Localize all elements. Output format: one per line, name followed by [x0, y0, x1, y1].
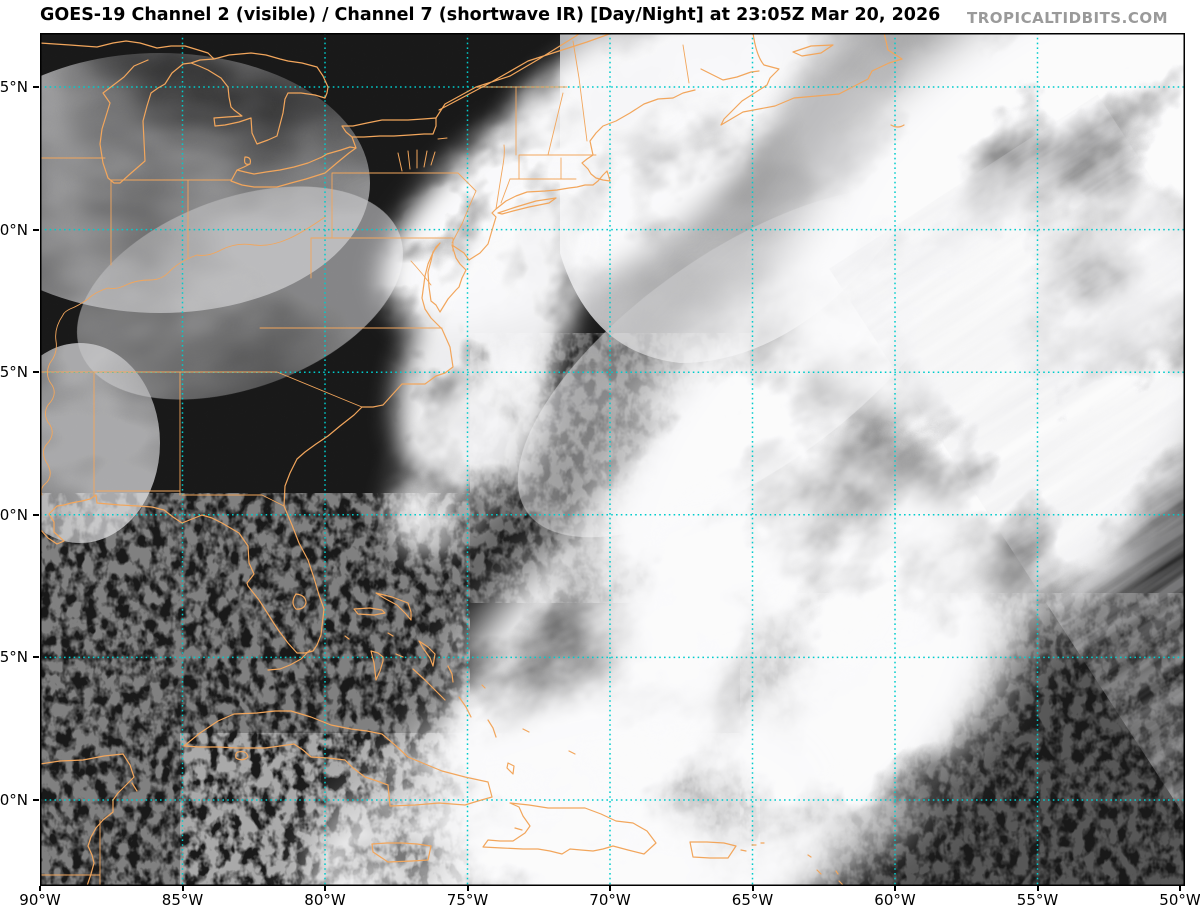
long-island-coastline: [497, 197, 557, 215]
hispaniola-coastline: [482, 802, 657, 855]
latitude-tick-label: 45°N: [0, 78, 28, 96]
latitude-tick-label: 35°N: [0, 363, 28, 382]
map-frame-border: [40, 33, 1185, 886]
lesser-antilles-islands: [751, 842, 844, 886]
latitude-tick-label: 30°N: [0, 505, 28, 524]
satellite-map: 45°N 40°N 35°N 30°N 25°N 20°N 90°W 85°W 80°W 75°…: [0, 33, 1200, 908]
tropicaltidbits-watermark: TROPICALTIDBITS.COM: [967, 9, 1168, 27]
longitude-tick-label: 60°W: [874, 891, 916, 908]
graticule-grid: [40, 33, 1185, 886]
great-lakes: [40, 40, 437, 188]
longitude-tick-label: 55°W: [1016, 891, 1059, 908]
finger-lakes: [397, 137, 448, 172]
latitude-tick-mark: [33, 656, 39, 659]
jamaica-coastline: [371, 842, 432, 863]
latitude-tick-label: 40°N: [0, 220, 28, 239]
canada-coastline: [435, 33, 905, 128]
lake-okeechobee: [292, 593, 307, 610]
longitude-tick-mark: [39, 886, 41, 891]
sensor-grain-layer: [40, 33, 1185, 886]
latitude-tick-mark: [33, 513, 39, 516]
longitude-tick-label: 70°W: [589, 891, 631, 908]
bahamas-islands: [344, 592, 576, 775]
longitude-tick-mark: [181, 886, 184, 891]
longitude-tick-mark: [1036, 886, 1039, 891]
geography-overlay: [40, 33, 905, 886]
longitude-tick-mark: [894, 886, 896, 891]
us-coastline: [40, 89, 696, 654]
yucatan-coastline: [40, 753, 138, 886]
longitude-tick-label: 80°W: [304, 891, 346, 908]
cuba-coastline: [183, 710, 493, 807]
latitude-tick-mark: [33, 86, 39, 88]
latitude-tick-mark: [33, 228, 39, 231]
longitude-tick-label: 85°W: [161, 891, 204, 908]
latitude-tick-mark: [33, 799, 39, 801]
longitude-tick-mark: [609, 886, 611, 891]
longitude-tick-mark: [751, 886, 754, 891]
longitude-tick-label: 75°W: [446, 891, 489, 908]
rivers: [40, 144, 505, 496]
satellite-image-canvas: [40, 33, 1185, 886]
state-borders: [40, 40, 690, 886]
longitude-tick-label: 50°W: [1159, 891, 1200, 908]
puerto-rico-coastline: [689, 841, 747, 859]
latitude-tick-mark: [33, 371, 39, 374]
latitude-tick-label: 25°N: [0, 648, 28, 667]
latitude-tick-label: 20°N: [0, 791, 28, 809]
longitude-tick-label: 65°W: [731, 891, 774, 908]
florida-keys: [267, 649, 311, 671]
page-title: GOES-19 Channel 2 (visible) / Channel 7 …: [40, 5, 941, 25]
longitude-tick-mark: [466, 886, 469, 891]
longitude-tick-label: 90°W: [19, 891, 61, 908]
longitude-tick-mark: [324, 886, 326, 891]
longitude-tick-mark: [1179, 886, 1181, 891]
